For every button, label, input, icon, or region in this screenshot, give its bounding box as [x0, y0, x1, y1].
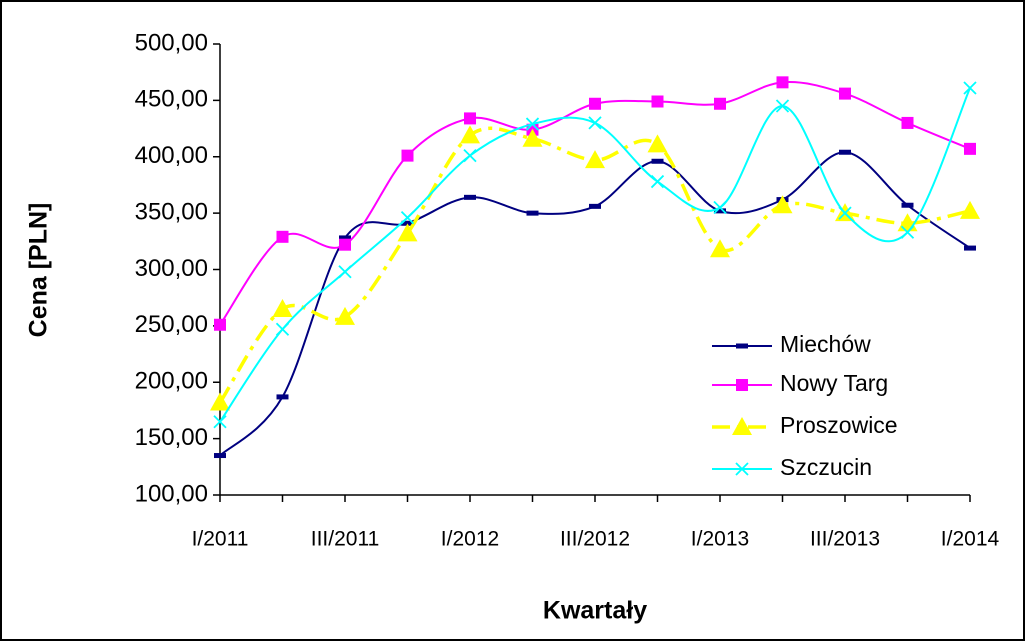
legend-label: Miechów [780, 331, 871, 357]
marker [214, 318, 226, 331]
y-tick-label: 300,00 [135, 255, 208, 282]
marker [401, 149, 414, 162]
marker [714, 208, 726, 214]
marker [588, 116, 602, 130]
marker [775, 99, 790, 113]
marker [960, 200, 980, 219]
x-tick-label: III/2011 [311, 528, 380, 551]
marker [735, 462, 749, 476]
y-tick-label: 100,00 [135, 480, 208, 507]
marker [335, 306, 355, 325]
marker [736, 343, 748, 349]
marker [400, 210, 415, 225]
marker [464, 112, 476, 125]
marker [714, 97, 726, 110]
x-axis-label: Kwartały [543, 597, 647, 625]
marker [526, 210, 539, 216]
marker [651, 158, 664, 164]
marker [214, 453, 226, 459]
marker [650, 174, 665, 189]
marker [776, 76, 789, 89]
marker [901, 202, 914, 208]
y-axis-label: Cena [PLN] [25, 203, 53, 338]
marker [464, 194, 476, 200]
marker [522, 128, 543, 147]
x-tick-label: I/2012 [441, 528, 499, 551]
marker [589, 97, 601, 110]
marker [213, 415, 227, 429]
marker [339, 238, 351, 251]
marker [460, 125, 480, 144]
marker [964, 142, 976, 155]
marker [276, 230, 289, 243]
marker [276, 394, 289, 400]
marker [900, 225, 915, 239]
y-tick-label: 450,00 [135, 86, 208, 113]
marker [272, 298, 293, 317]
legend-label: Proszowice [780, 412, 898, 438]
marker [275, 322, 290, 336]
marker [647, 134, 668, 153]
x-tick-label: I/2013 [691, 528, 749, 551]
x-tick-label: I/2014 [941, 528, 1000, 551]
legend-label: Nowy Targ [780, 370, 888, 396]
y-tick-label: 150,00 [135, 424, 208, 451]
marker [772, 195, 793, 214]
legend-label: Szczucin [780, 454, 872, 480]
marker [401, 220, 414, 226]
y-tick-label: 250,00 [135, 311, 208, 338]
x-tick-label: I/2011 [192, 528, 249, 551]
y-tick-label: 200,00 [135, 368, 208, 395]
marker [338, 265, 352, 279]
marker [839, 87, 851, 100]
marker [964, 245, 976, 251]
marker [838, 206, 852, 220]
marker [736, 379, 748, 391]
y-tick-label: 350,00 [135, 198, 208, 225]
marker [710, 239, 730, 258]
marker [713, 200, 727, 215]
y-tick-label: 500,00 [135, 29, 208, 56]
marker [525, 117, 540, 131]
marker [585, 150, 605, 169]
marker [901, 116, 914, 129]
marker [339, 235, 351, 241]
marker [839, 149, 851, 155]
marker [210, 392, 230, 411]
y-tick-label: 400,00 [135, 142, 208, 169]
x-tick-label: III/2013 [810, 528, 880, 551]
marker [651, 95, 664, 108]
marker [589, 203, 601, 209]
marker [463, 148, 477, 163]
marker [397, 223, 418, 242]
marker [732, 417, 752, 435]
marker [963, 81, 977, 95]
x-tick-label: III/2012 [560, 528, 630, 551]
